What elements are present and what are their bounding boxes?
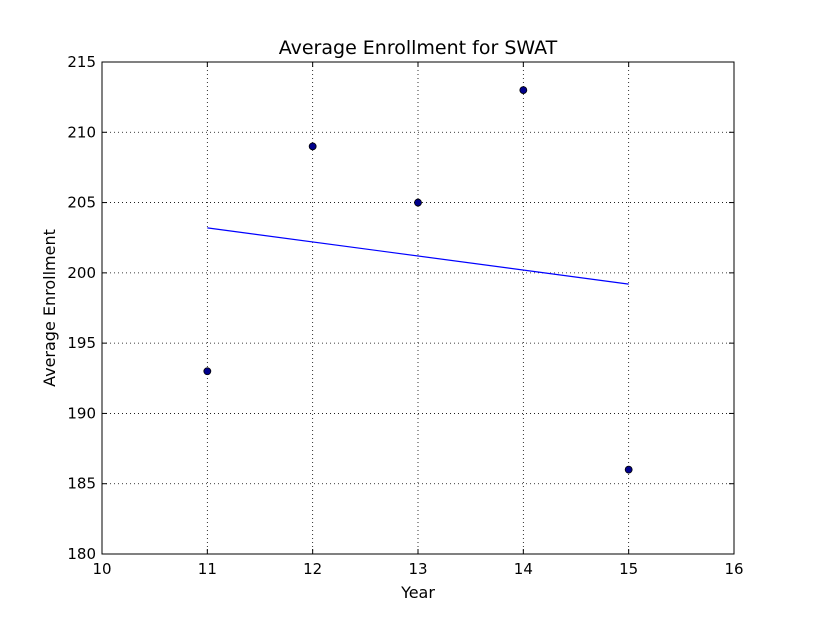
data-layer [203, 86, 633, 474]
x-tick-label: 12 [303, 560, 322, 578]
x-tick-label: 11 [198, 560, 217, 578]
scatter-point [414, 198, 422, 207]
y-tick-label: 215 [67, 53, 96, 71]
scatter-point [519, 86, 528, 95]
x-tick-label: 14 [514, 560, 533, 578]
y-axis-label: Average Enrollment [40, 229, 59, 387]
x-tick-label: 13 [408, 560, 427, 578]
trend-line [207, 227, 629, 285]
scatter-point [308, 142, 317, 151]
x-tick-label: 10 [92, 560, 111, 578]
y-tick-label: 210 [67, 123, 96, 141]
y-tick-label: 185 [67, 475, 96, 493]
x-tick-label: 15 [619, 560, 638, 578]
chart-title: Average Enrollment for SWAT [279, 37, 558, 59]
scatter-point [624, 465, 633, 474]
y-tick-label: 190 [67, 404, 96, 422]
y-tick-label: 200 [67, 264, 96, 282]
x-tick-label: 16 [724, 560, 743, 578]
y-tick-label: 205 [67, 194, 96, 212]
y-tick-label: 180 [67, 545, 96, 563]
y-tick-label: 195 [67, 334, 96, 352]
tick-layer: 10 11 12 13 14 15 16 180 185 190 195 200 205 210 215 [67, 53, 743, 578]
scatter-point [203, 367, 212, 376]
x-axis-label: Year [400, 583, 435, 602]
